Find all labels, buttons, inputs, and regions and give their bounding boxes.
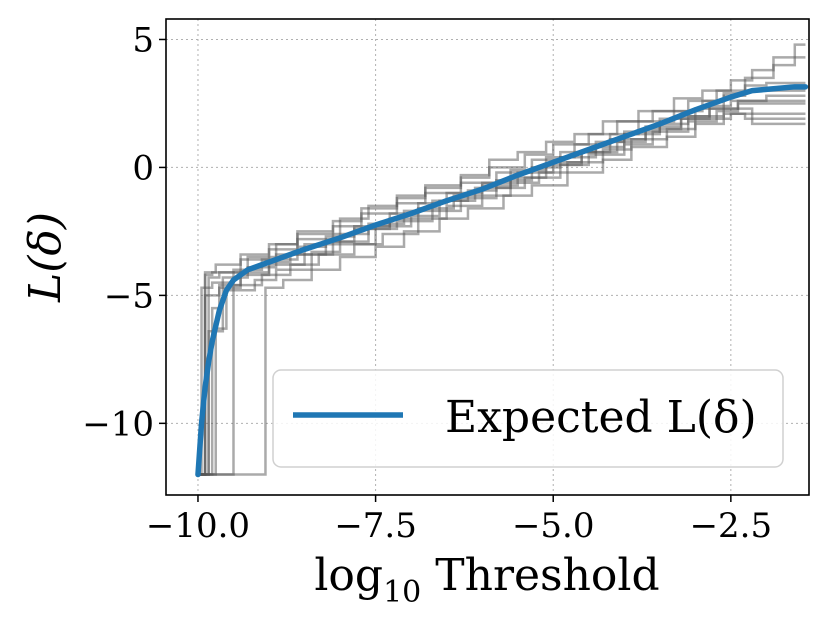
y-tick-label: −10 xyxy=(82,404,154,444)
y-tick-label: −5 xyxy=(104,276,154,316)
sample-trace-line xyxy=(197,89,806,476)
legend: Expected L(δ) xyxy=(272,369,784,468)
x-axis-ticks: −10.0 −7.5 −5.0 −2.5 xyxy=(146,495,772,546)
sample-trace-line xyxy=(197,56,806,476)
x-axis-title: log10 Threshold xyxy=(314,550,659,610)
y-tick-label: 5 xyxy=(132,20,154,60)
axes-frame xyxy=(165,18,810,496)
legend-label-expected: Expected L(δ) xyxy=(445,392,757,443)
x-tick-label: −7.5 xyxy=(334,506,417,546)
y-tick-label: 0 xyxy=(132,148,154,188)
x-tick-label: −5.0 xyxy=(512,506,595,546)
sample-trace-line xyxy=(197,112,806,476)
sample-trace-line xyxy=(197,43,806,476)
x-tick-label: −10.0 xyxy=(146,506,250,546)
sample-trace-line xyxy=(197,107,806,476)
y-axis-ticks: 5 0 −5 −10 xyxy=(82,20,166,444)
y-axis-title: L(δ) xyxy=(20,212,71,303)
expected-curve-line xyxy=(195,84,809,478)
legend-box xyxy=(272,369,784,468)
x-tick-label: −2.5 xyxy=(690,506,773,546)
plot-area xyxy=(195,43,809,478)
